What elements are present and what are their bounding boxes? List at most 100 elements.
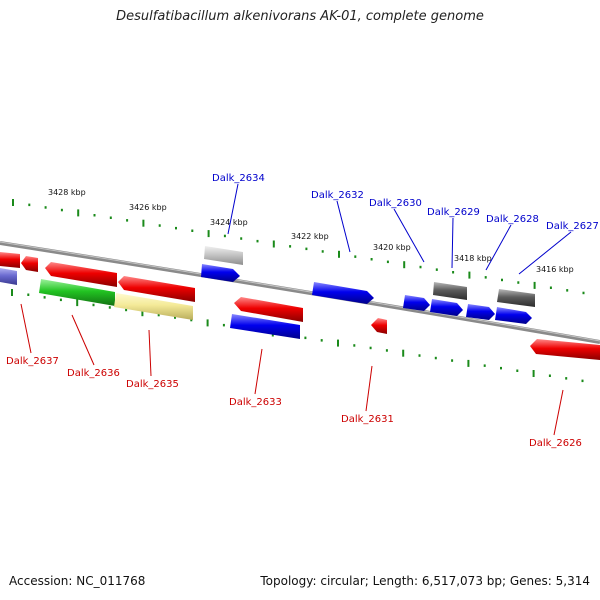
- gene-arrow[interactable]: [45, 262, 117, 287]
- major-tick: [338, 250, 340, 258]
- minor-tick: [500, 366, 502, 370]
- gene-arrow[interactable]: [114, 293, 193, 320]
- gene-arrow[interactable]: [21, 256, 38, 272]
- minor-tick: [174, 316, 176, 319]
- accession-text: Accession: NC_011768: [9, 574, 146, 588]
- leader-line: [71, 314, 95, 366]
- gene-arrow[interactable]: [371, 318, 387, 334]
- gene-arrow[interactable]: [39, 279, 115, 306]
- leader-line: [365, 365, 373, 412]
- major-tick: [141, 309, 144, 317]
- minor-tick: [369, 346, 372, 350]
- gene-label[interactable]: Dalk_2629: [427, 207, 480, 218]
- minor-tick: [565, 377, 568, 380]
- gene-label[interactable]: Dalk_2630: [369, 198, 422, 209]
- major-tick: [533, 281, 536, 289]
- major-tick: [76, 299, 79, 307]
- gene-label[interactable]: Dalk_2636: [67, 368, 120, 379]
- ruler-label: 3416 kbp: [536, 265, 574, 274]
- minor-tick: [92, 303, 95, 307]
- gene-label[interactable]: Dalk_2637: [6, 356, 59, 367]
- gene-label[interactable]: Dalk_2632: [311, 190, 364, 201]
- gene-arrow[interactable]: [312, 282, 374, 304]
- gene-arrow[interactable]: [433, 282, 467, 300]
- major-tick: [337, 339, 339, 347]
- major-tick: [142, 219, 145, 227]
- gene-arrow[interactable]: [495, 307, 532, 324]
- minor-tick: [157, 313, 160, 317]
- gene-arrow[interactable]: [234, 297, 303, 322]
- gene-label[interactable]: Dalk_2626: [529, 438, 582, 449]
- leader-lines: [20, 183, 572, 436]
- gene-label[interactable]: Dalk_2627: [546, 221, 599, 232]
- minor-tick: [256, 239, 259, 243]
- minor-tick: [304, 336, 307, 340]
- gene-arrow[interactable]: [403, 295, 430, 311]
- minor-tick: [305, 247, 308, 251]
- minor-tick: [451, 359, 454, 362]
- minor-tick: [27, 293, 30, 296]
- gene-label[interactable]: Dalk_2634: [212, 173, 265, 184]
- minor-tick: [60, 208, 63, 212]
- gene-arrow[interactable]: [530, 339, 600, 360]
- major-tick: [272, 240, 275, 248]
- minor-tick: [386, 260, 389, 264]
- topology-text: Topology: circular; Length: 6,517,073 bp…: [260, 574, 590, 588]
- ruler-label: 3428 kbp: [48, 188, 86, 197]
- gene-arrow[interactable]: [430, 299, 463, 316]
- gene-arrow[interactable]: [0, 252, 20, 268]
- minor-tick: [418, 354, 421, 357]
- minor-tick: [581, 379, 584, 383]
- leader-line: [336, 200, 351, 253]
- major-tick: [77, 209, 80, 217]
- leader-line: [485, 224, 512, 271]
- leader-line: [148, 329, 152, 377]
- minor-tick: [222, 323, 225, 327]
- minor-tick: [108, 306, 111, 309]
- minor-tick: [452, 271, 455, 274]
- minor-tick: [125, 308, 128, 312]
- gene-arrow[interactable]: [230, 314, 300, 339]
- gene-labels: Dalk_2634 Dalk_2632 Dalk_2630 Dalk_2629 …: [6, 173, 599, 449]
- gene-label[interactable]: Dalk_2628: [486, 214, 539, 225]
- gene-label[interactable]: Dalk_2635: [126, 379, 179, 390]
- minor-tick: [566, 289, 569, 292]
- minor-tick: [175, 226, 177, 230]
- gene-features: [0, 246, 600, 360]
- minor-tick: [240, 237, 243, 240]
- genome-backbone-highlight: [0, 241, 600, 342]
- minor-tick: [435, 268, 438, 271]
- ruler-label: 3420 kbp: [373, 243, 411, 252]
- gene-arrow[interactable]: [497, 289, 535, 307]
- major-tick: [468, 271, 471, 279]
- gene-arrow[interactable]: [201, 264, 240, 282]
- gene-arrow[interactable]: [0, 268, 17, 285]
- major-tick: [206, 319, 209, 327]
- gene-label[interactable]: Dalk_2631: [341, 414, 394, 425]
- minor-tick: [191, 229, 194, 232]
- minor-tick: [158, 224, 161, 227]
- ruler-label: 3418 kbp: [454, 254, 492, 263]
- minor-tick: [434, 356, 437, 360]
- minor-tick: [549, 286, 552, 289]
- ruler-label: 3422 kbp: [291, 232, 329, 241]
- minor-tick: [353, 344, 356, 347]
- gene-label[interactable]: Dalk_2633: [229, 397, 282, 408]
- minor-tick: [93, 214, 96, 217]
- leader-line: [451, 217, 454, 269]
- minor-tick: [484, 276, 487, 279]
- major-tick: [532, 370, 535, 377]
- gene-arrow[interactable]: [118, 276, 195, 302]
- minor-tick: [385, 349, 388, 352]
- gene-arrow[interactable]: [466, 304, 495, 320]
- minor-tick: [109, 216, 112, 219]
- leader-line: [20, 303, 32, 354]
- major-tick: [467, 359, 470, 367]
- minor-tick: [190, 318, 193, 322]
- gene-arrow[interactable]: [204, 246, 243, 265]
- minor-tick: [548, 374, 551, 377]
- minor-tick: [483, 364, 486, 367]
- major-tick: [11, 289, 13, 296]
- minor-tick: [516, 369, 519, 372]
